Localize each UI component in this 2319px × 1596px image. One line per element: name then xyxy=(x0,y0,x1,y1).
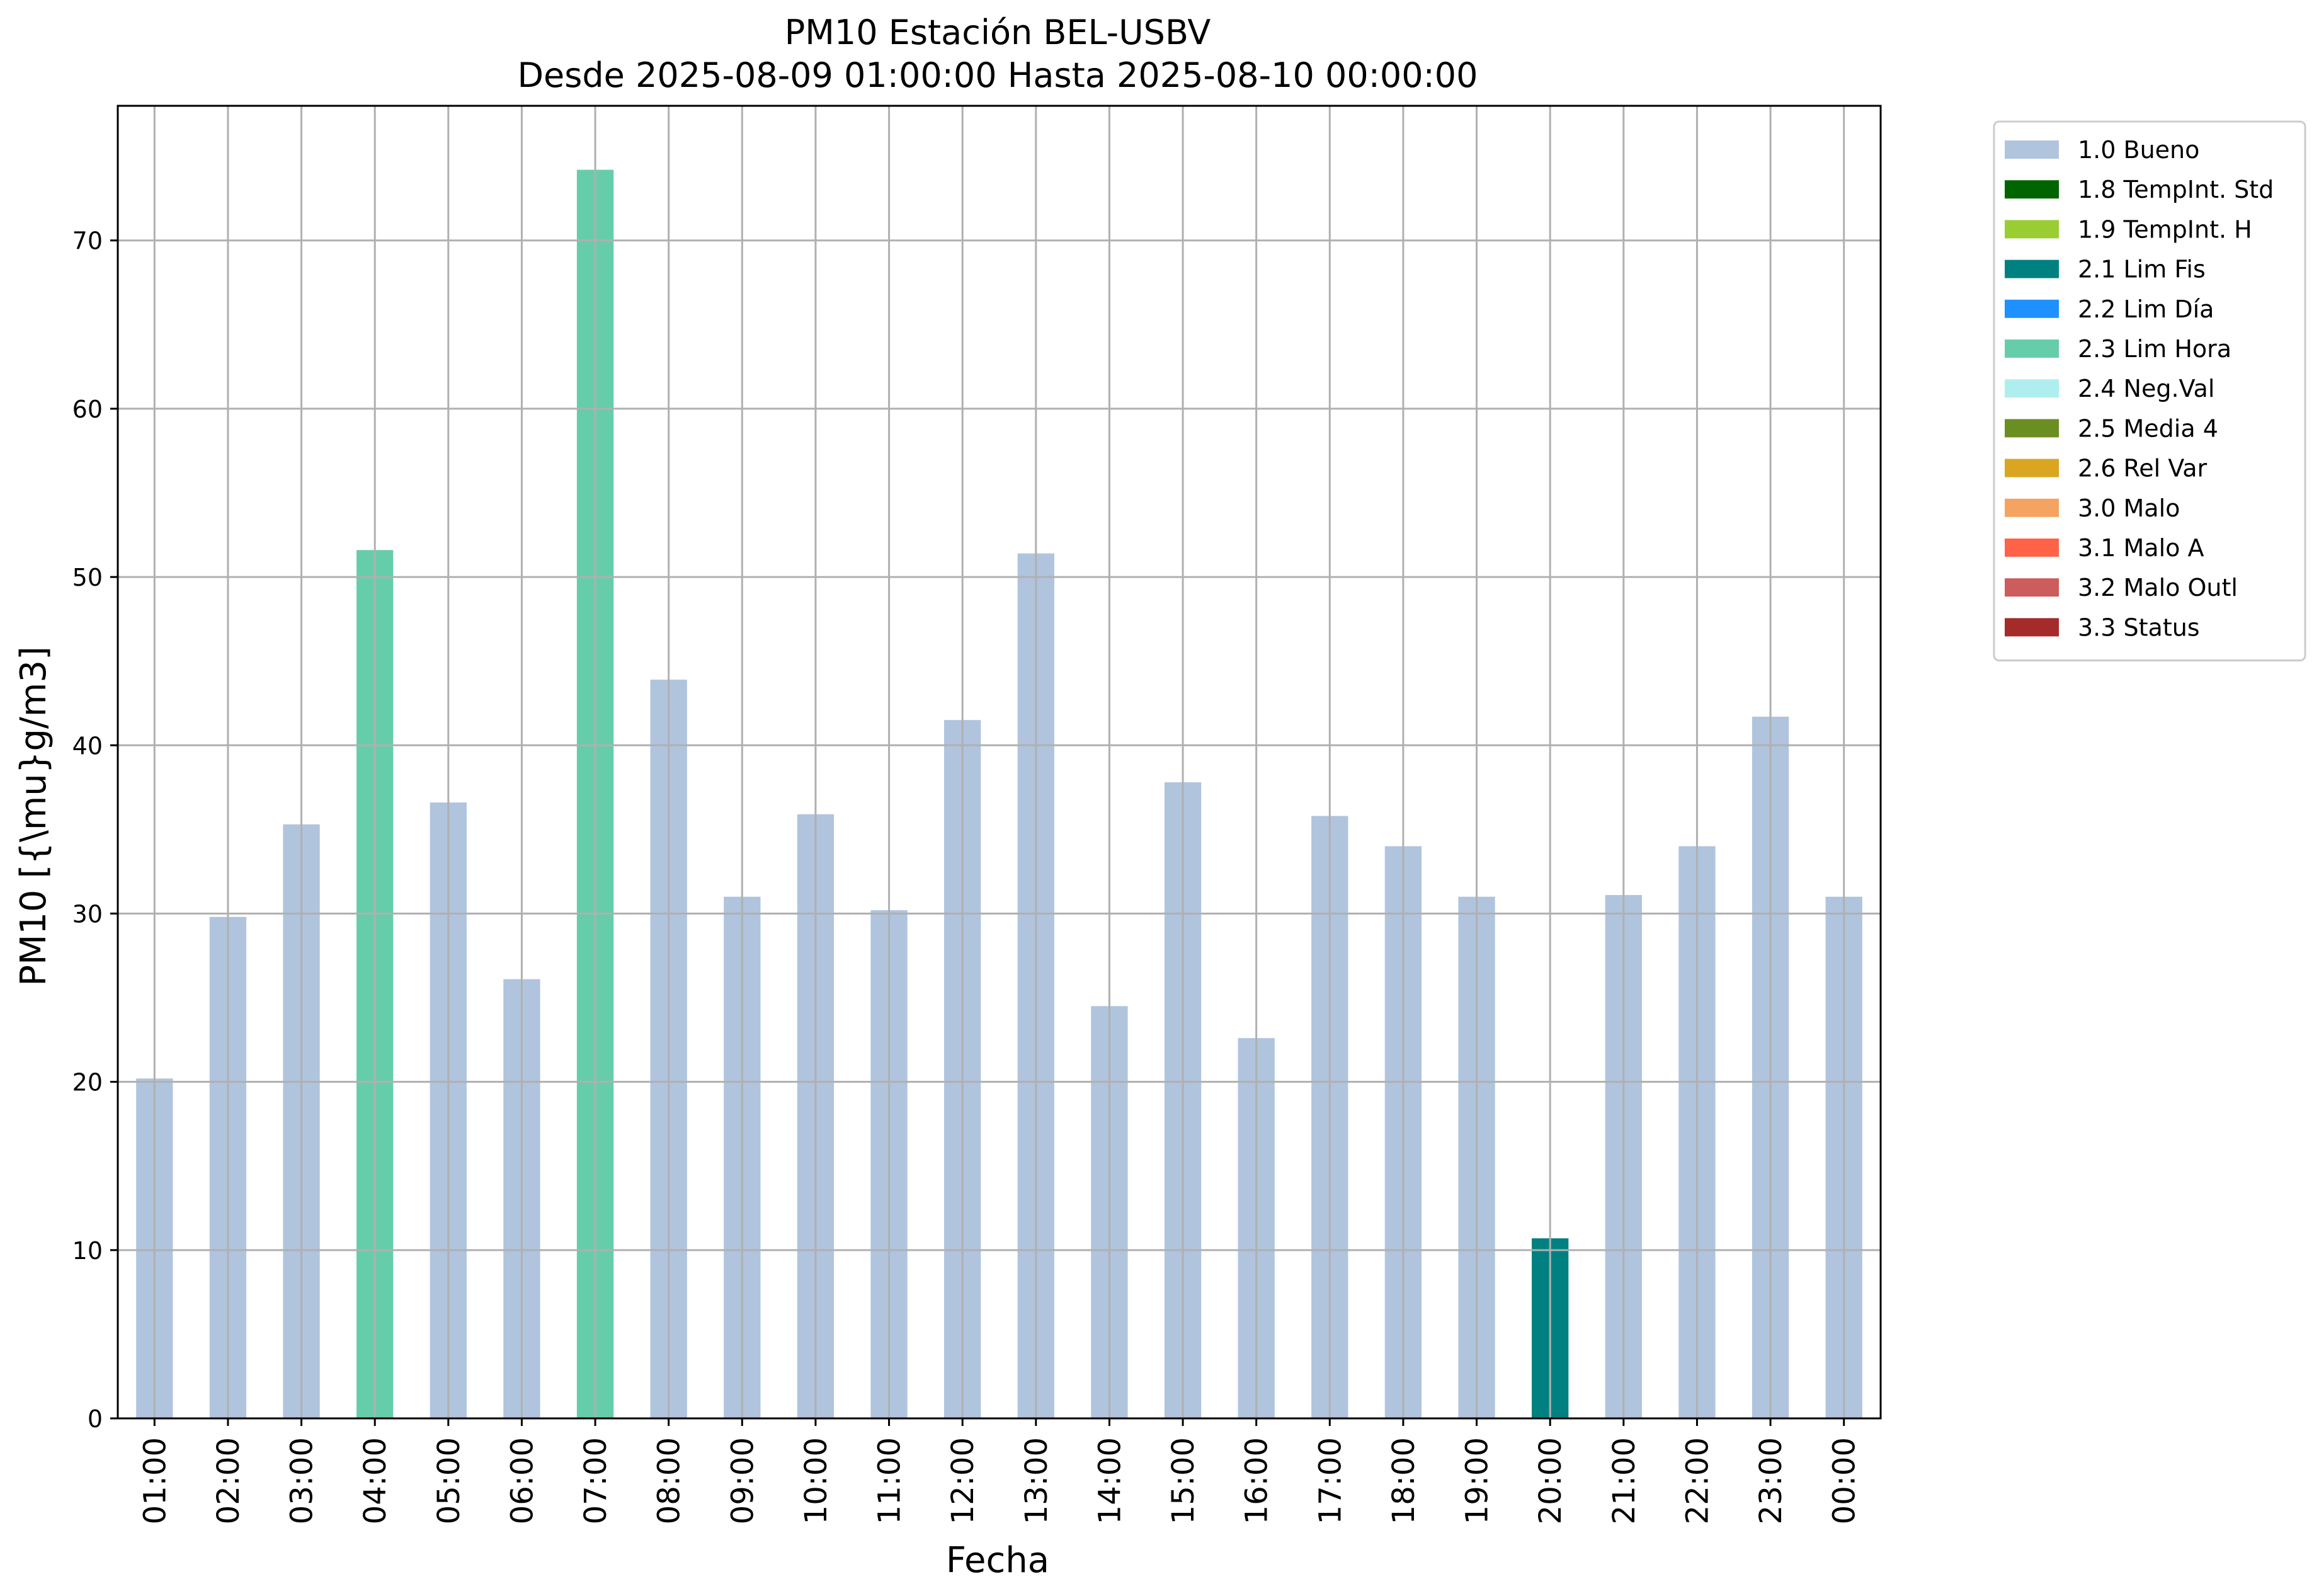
legend-label: 3.1 Malo A xyxy=(2078,534,2204,562)
chart-title: PM10 Estación BEL-USBV xyxy=(785,13,1211,52)
legend-swatch xyxy=(2005,180,2059,199)
x-tick-label: 19:00 xyxy=(1460,1437,1495,1524)
plot-area: 0 10 20 30 40 50 60 70 01:00 02:00 03:00 04:00 05:00… xyxy=(72,105,1882,1524)
y-tick-label: 70 xyxy=(72,227,103,255)
legend-label: 1.8 TempInt. Std xyxy=(2078,176,2274,203)
legend: 1.0 Bueno 1.8 TempInt. Std 1.9 TempInt. H 2… xyxy=(1993,120,2306,662)
x-tick-label: 10:00 xyxy=(799,1437,834,1524)
x-tick-label: 21:00 xyxy=(1607,1437,1642,1524)
legend-label: 3.3 Status xyxy=(2078,613,2200,641)
chart-subtitle: Desde 2025-08-09 01:00:00 Hasta 2025-08-… xyxy=(517,55,1478,95)
legend-swatch xyxy=(2005,539,2059,557)
legend-swatch xyxy=(2005,459,2059,477)
x-tick-label: 16:00 xyxy=(1239,1437,1275,1524)
x-tick-label: 13:00 xyxy=(1019,1437,1054,1524)
y-tick-label: 0 xyxy=(88,1405,103,1433)
x-tick-label: 23:00 xyxy=(1753,1437,1789,1524)
legend-swatch xyxy=(2005,220,2059,239)
legend-box xyxy=(1993,120,2306,662)
legend-label: 2.3 Lim Hora xyxy=(2078,335,2231,363)
x-tick-label: 20:00 xyxy=(1533,1437,1568,1524)
legend-label: 1.0 Bueno xyxy=(2078,136,2199,164)
x-tick-label: 05:00 xyxy=(431,1437,467,1524)
x-tick-label: 01:00 xyxy=(137,1437,173,1524)
x-tick-label: 02:00 xyxy=(211,1437,246,1524)
x-tick-label: 17:00 xyxy=(1313,1437,1348,1524)
legend-swatch xyxy=(2005,140,2059,159)
y-tick-label: 50 xyxy=(72,564,103,591)
x-tick-label: 15:00 xyxy=(1166,1437,1201,1524)
x-tick-label: 04:00 xyxy=(358,1437,393,1524)
x-tick-label: 06:00 xyxy=(504,1437,540,1524)
legend-swatch xyxy=(2005,578,2059,597)
x-axis-label: Fecha xyxy=(946,1540,1049,1581)
legend-swatch xyxy=(2005,259,2059,278)
legend-swatch xyxy=(2005,339,2059,358)
x-tick-label: 11:00 xyxy=(872,1437,908,1524)
x-tick-label: 08:00 xyxy=(652,1437,687,1524)
y-tick-label: 20 xyxy=(72,1069,103,1097)
legend-swatch xyxy=(2005,618,2059,637)
x-tick-label: 00:00 xyxy=(1827,1437,1862,1524)
legend-label: 2.6 Rel Var xyxy=(2078,455,2208,482)
legend-label: 1.9 TempInt. H xyxy=(2078,215,2252,243)
y-tick-label: 10 xyxy=(72,1237,103,1265)
x-tick-label: 14:00 xyxy=(1092,1437,1127,1524)
x-tick-label: 03:00 xyxy=(285,1437,320,1524)
y-tick-label: 40 xyxy=(72,732,103,760)
x-tick-label: 22:00 xyxy=(1680,1437,1715,1524)
legend-label: 2.1 Lim Fis xyxy=(2078,256,2206,283)
legend-label: 2.2 Lim Día xyxy=(2078,295,2214,323)
legend-swatch xyxy=(2005,299,2059,318)
x-tick-label: 18:00 xyxy=(1386,1437,1422,1524)
x-tick-label: 09:00 xyxy=(725,1437,760,1524)
legend-swatch xyxy=(2005,419,2059,438)
legend-label: 3.0 Malo xyxy=(2078,494,2180,522)
legend-swatch xyxy=(2005,379,2059,398)
legend-swatch xyxy=(2005,498,2059,517)
x-tick-label: 12:00 xyxy=(945,1437,981,1524)
axes-frame xyxy=(117,105,1882,1420)
x-tick-label: 07:00 xyxy=(578,1437,613,1524)
legend-label: 2.5 Media 4 xyxy=(2078,414,2218,442)
y-tick-label: 60 xyxy=(72,396,103,423)
legend-label: 3.2 Malo Outl xyxy=(2078,574,2238,601)
legend-label: 2.4 Neg.Val xyxy=(2078,375,2214,402)
y-tick-label: 30 xyxy=(72,900,103,928)
y-axis-label: PM10 [{\mu}g/m3] xyxy=(13,646,54,986)
